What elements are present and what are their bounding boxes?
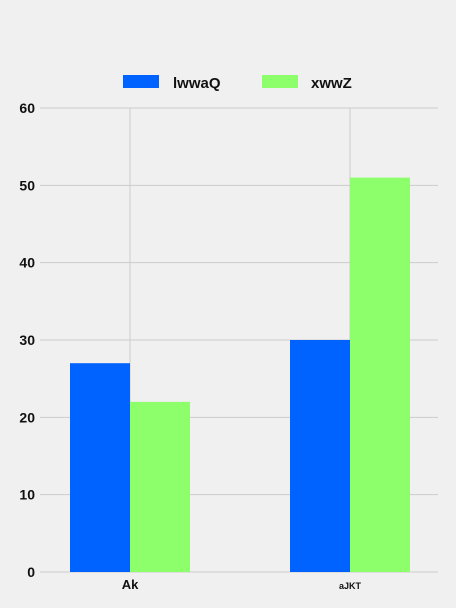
bar-lwwaQ-Ak bbox=[70, 363, 130, 572]
x-axis-ticks: Ak aJKT bbox=[122, 577, 362, 592]
x-tick-label: Ak bbox=[122, 577, 139, 592]
y-tick-label: 60 bbox=[19, 100, 35, 116]
y-tick-label: 30 bbox=[19, 332, 35, 348]
bar-lwwaQ-aJKT bbox=[290, 340, 350, 572]
bar-xwwZ-aJKT bbox=[350, 177, 410, 572]
x-tick-label: aJKT bbox=[339, 581, 362, 591]
y-tick-label: 20 bbox=[19, 409, 35, 425]
bars bbox=[70, 177, 410, 572]
y-tick-label: 50 bbox=[19, 177, 35, 193]
y-axis-ticks: 0 10 20 30 40 50 60 bbox=[19, 100, 35, 580]
y-tick-label: 0 bbox=[27, 564, 35, 580]
y-tick-label: 10 bbox=[19, 487, 35, 503]
bar-xwwZ-Ak bbox=[130, 401, 190, 572]
legend-label-xwwZ: xwwZ bbox=[311, 75, 352, 92]
legend-label-lwwaQ: lwwaQ bbox=[173, 75, 221, 92]
legend-swatch-lwwaQ bbox=[123, 75, 159, 88]
legend-swatch-xwwZ bbox=[262, 75, 298, 88]
y-tick-label: 40 bbox=[19, 255, 35, 271]
legend: lwwaQ xwwZ bbox=[123, 75, 352, 92]
